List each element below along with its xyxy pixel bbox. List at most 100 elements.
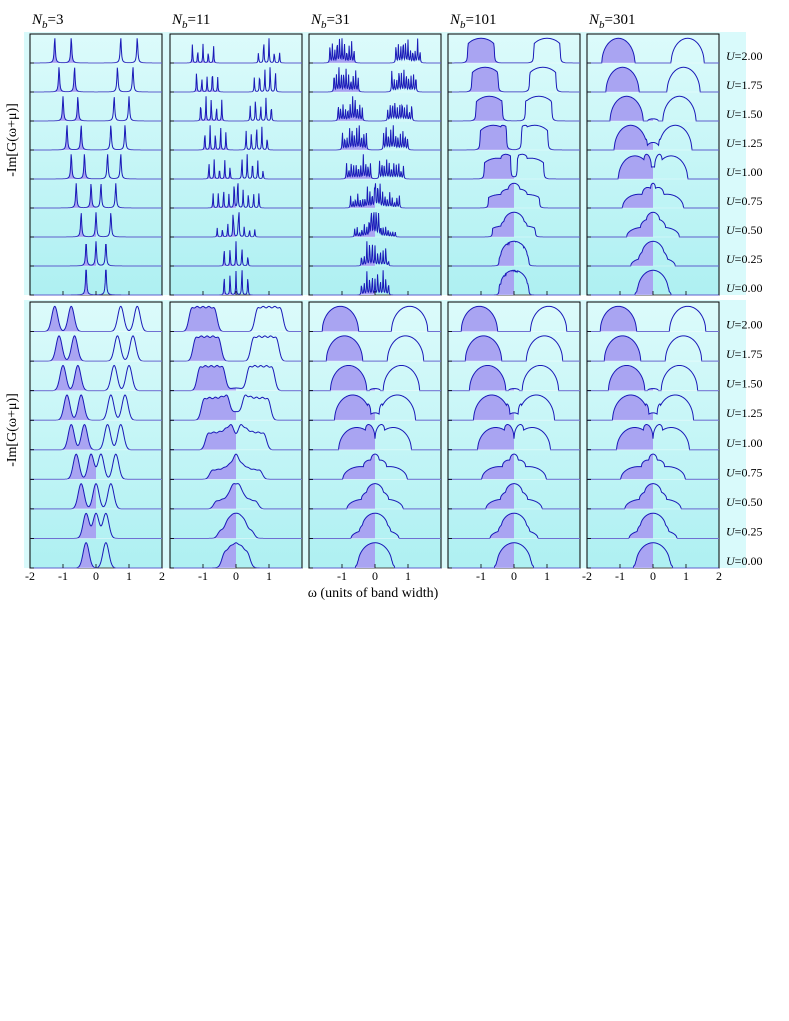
occupied-fill [448,212,514,237]
u-label: U=2.00 [726,318,762,332]
column-header-1: Nb=11 [171,12,210,31]
x-tick-label: -1 [476,569,486,583]
occupied-fill [448,306,514,332]
column-header-2: Nb=31 [310,12,350,31]
occupied-fill [309,212,375,237]
u-label: U=0.75 [726,465,762,479]
x-tick-label: 0 [372,569,378,583]
occupied-fill [587,154,653,179]
u-label: U=0.00 [726,554,762,568]
occupied-fill [309,454,375,480]
occupied-fill [309,394,375,421]
u-label: U=0.25 [726,524,762,538]
y-axis-label-bottom: -Im[G(ω+μ)] [5,393,20,467]
u-label: U=1.25 [726,406,762,420]
top-panel-4 [586,33,720,296]
occupied-fill [448,335,514,362]
occupied-fill [587,365,653,391]
spectral-curve [448,364,580,392]
top-panel-3 [447,33,581,296]
top-panel-1 [169,33,303,296]
x-tick-label: 1 [544,569,550,583]
bottom-panel-0 [29,301,163,569]
u-label: U=1.50 [726,107,762,121]
occupied-fill [587,454,653,480]
u-label: U=1.75 [726,78,762,92]
occupied-fill [448,96,514,121]
u-label: U=0.00 [726,281,762,295]
u-label: U=1.75 [726,347,762,361]
panels [29,33,720,569]
occupied-fill [170,513,236,539]
occupied-fill [170,306,236,332]
occupied-fill [448,454,514,480]
x-tick-label: -1 [198,569,208,583]
occupied-fill [170,394,236,421]
occupied-fill [309,186,375,208]
occupied-fill [30,454,96,480]
x-tick-label: -1 [615,569,625,583]
occupied-fill [587,241,653,266]
occupied-fill [309,241,375,266]
occupied-fill [30,365,96,391]
u-label: U=1.25 [726,136,762,150]
x-tick-labels: -2 -1 0 1 2 -1 0 1 -1 0 1 -1 0 1 -2 -1 0 1 2 [25,569,722,583]
occupied-fill [448,154,514,179]
occupied-fill [448,183,514,208]
x-tick-label: -2 [25,569,35,583]
occupied-fill [170,542,236,568]
spectral-curve [170,364,302,392]
occupied-fill [448,483,514,509]
occupied-fill [587,183,653,208]
x-tick-label: 0 [650,569,656,583]
occupied-fill [587,394,653,421]
occupied-fill [448,125,514,150]
u-label: U=0.25 [726,252,762,266]
x-tick-label: 0 [511,569,517,583]
occupied-fill [587,67,653,92]
occupied-fill [448,542,514,568]
occupied-fill [170,454,236,480]
u-label: U=0.75 [726,194,762,208]
x-tick-label: 1 [126,569,132,583]
occupied-fill [309,365,375,391]
occupied-fill [309,483,375,509]
x-tick-label: -1 [58,569,68,583]
x-tick-label: 2 [716,569,722,583]
occupied-fill [587,335,653,362]
x-axis-label: ω (units of band width) [308,586,439,601]
occupied-fill [309,306,375,332]
occupied-fill [309,542,375,568]
top-panel-0 [29,33,163,296]
occupied-fill [587,306,653,332]
occupied-fill [170,335,236,362]
occupied-fill [587,212,653,237]
occupied-fill [587,542,653,568]
u-labels: U=2.00 U=1.75 U=1.50 U=1.25 U=1.00 U=0.75 U=0.… [726,49,762,568]
x-tick-label: 1 [266,569,272,583]
spectral-curve [587,364,719,392]
bottom-panel-4 [586,301,720,569]
x-tick-label: -1 [337,569,347,583]
occupied-fill [30,483,96,509]
occupied-fill [587,483,653,509]
x-tick-label: 1 [683,569,689,583]
x-tick-label: 0 [93,569,99,583]
occupied-fill [448,365,514,391]
spectral-curve [309,364,441,392]
bottom-panel-3 [447,301,581,569]
occupied-fill [448,241,514,266]
u-label: U=1.00 [726,165,762,179]
occupied-fill [170,159,236,179]
column-header-4: Nb=301 [588,12,635,31]
occupied-fill [30,96,96,121]
column-header-0: Nb=3 [31,12,63,31]
occupied-fill [170,424,236,450]
bottom-panel-2 [308,301,442,569]
u-label: U=0.50 [726,495,762,509]
u-label: U=1.50 [726,377,762,391]
x-tick-label: 0 [233,569,239,583]
x-tick-label: 2 [159,569,165,583]
column-headers: Nb=3 Nb=11 Nb=31 Nb=101 Nb=301 [31,12,635,31]
